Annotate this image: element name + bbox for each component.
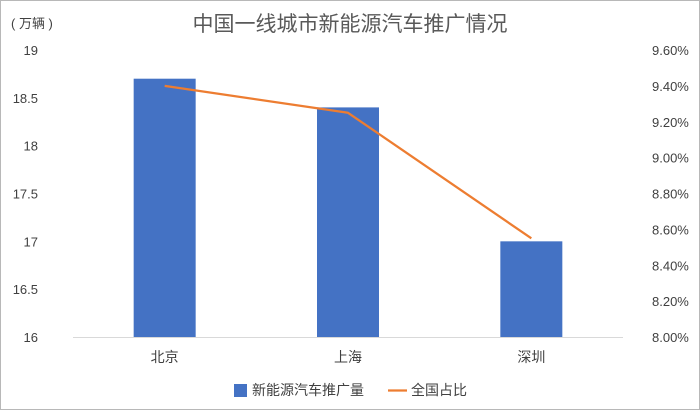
x-tick-label: 深圳 [517,349,545,365]
y-right-tick-label: 8.80% [652,187,689,202]
y-right-tick-label: 8.40% [652,258,689,273]
legend: 新能源汽车推广量 全国占比 [234,382,467,398]
y-right-tick-label: 9.00% [652,151,689,166]
y-left-tick-label: 18 [24,139,38,154]
bar-3 [500,241,563,337]
y-left-tick-label: 18.5 [13,91,38,106]
y-unit-label: ( 万辆 ) [11,16,53,31]
chart-title: 中国一线城市新能源汽车推广情况 [193,13,508,36]
ratio-line [164,84,532,240]
y-right-tick-label: 8.00% [652,330,689,345]
bar-2 [317,107,379,338]
y-right-tick-label: 9.40% [652,79,689,94]
x-tick-label: 北京 [151,349,179,365]
x-tick-label: 上海 [334,349,362,365]
y-right-tick-label: 9.60% [652,43,689,58]
legend-label-line: 全国占比 [411,382,467,398]
y-right-tick-label: 9.20% [652,115,689,130]
y-right-tick-label: 8.60% [652,222,689,237]
y-left-tick-label: 17.5 [13,187,38,202]
y-left-tick-label: 16 [24,330,38,345]
y-left-tick-label: 17 [24,234,38,249]
y-left-tick-label: 16.5 [13,282,38,297]
y-right-tick-label: 8.20% [652,294,689,309]
y-left-tick-label: 19 [24,43,38,58]
legend-swatch-bars [234,384,247,397]
legend-label-bars: 新能源汽车推广量 [252,382,364,398]
bar-1 [133,78,196,337]
